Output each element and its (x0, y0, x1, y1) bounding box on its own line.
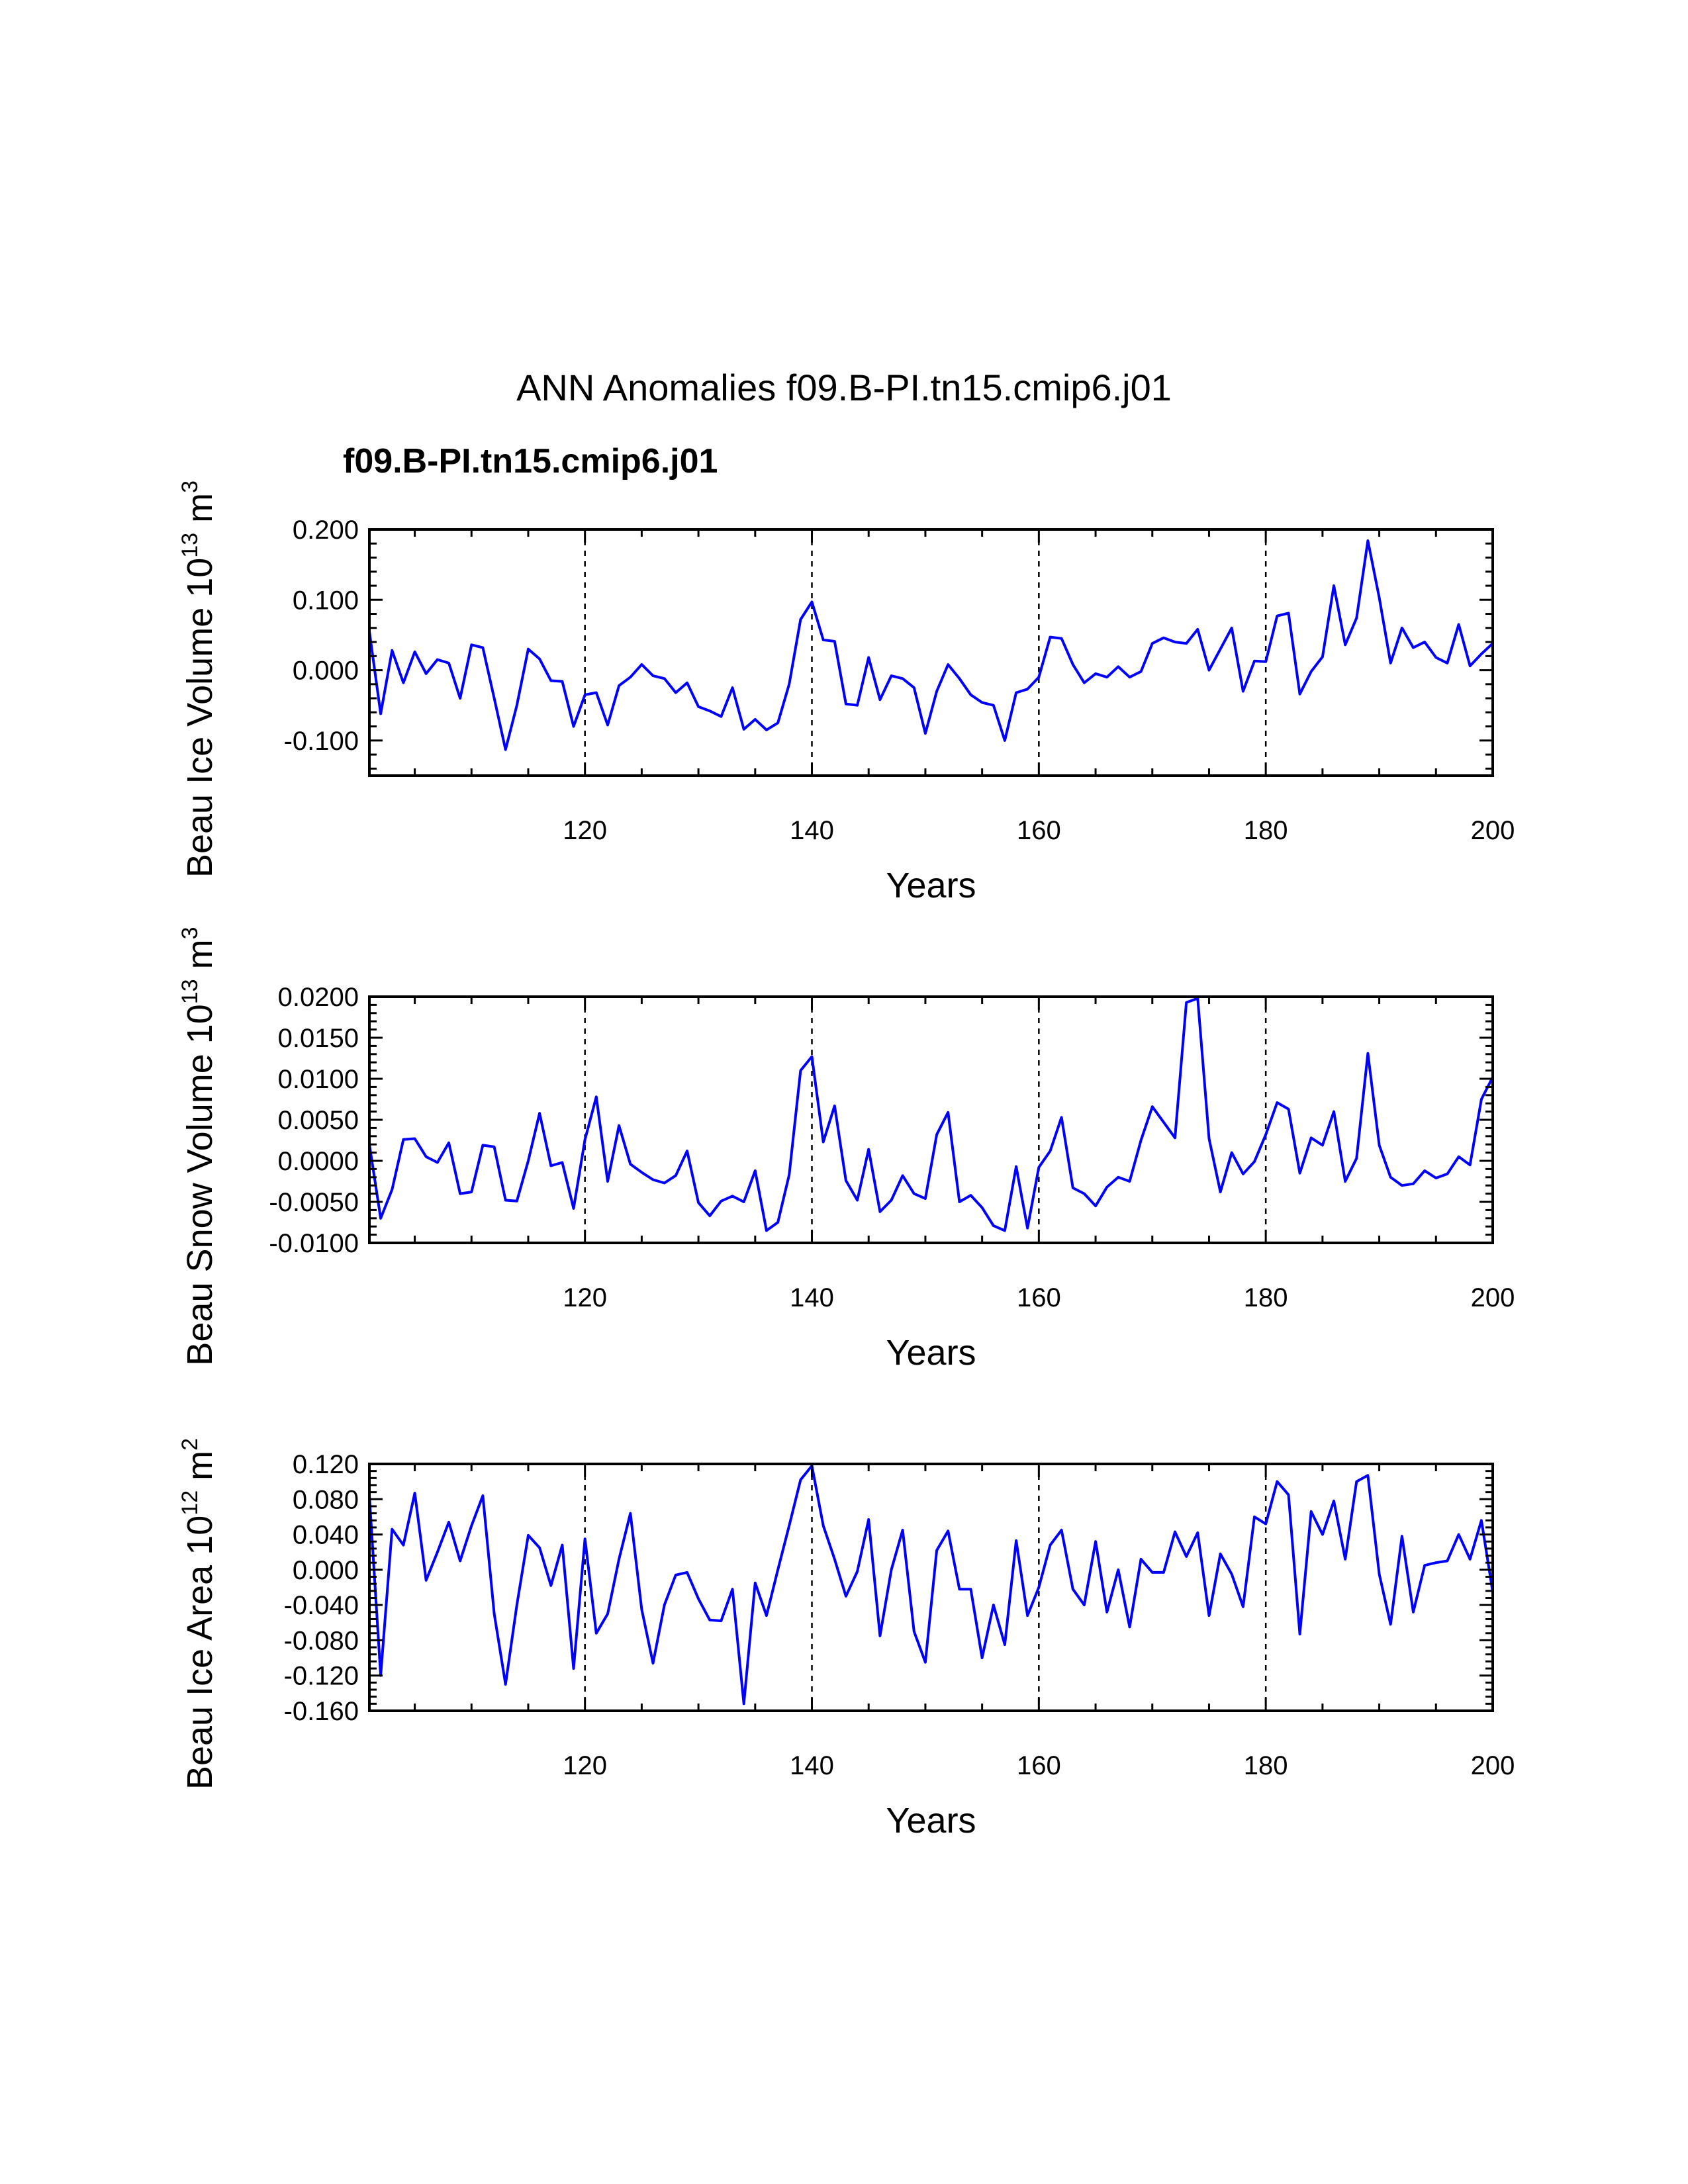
x-tick-label: 140 (790, 816, 834, 845)
y-tick-label: 0.0200 (278, 983, 359, 1012)
y-axis-title-exponent: 13 (177, 533, 203, 558)
y-tick-label: 0.0100 (278, 1065, 359, 1094)
y-axis-title-exponent: 3 (177, 927, 203, 939)
y-tick-label: 0.100 (293, 586, 359, 615)
y-axis-title-part: Beau Ice Volume 10 (180, 558, 220, 878)
y-axis-title-part: m (180, 493, 220, 533)
x-tick-label: 180 (1244, 816, 1288, 845)
x-tick-label: 140 (790, 1283, 834, 1312)
y-axis-title: Beau Ice Volume 1013 m3 (177, 480, 220, 878)
plot-frame (368, 1463, 1494, 1712)
panels-container: 120 140 160 180 200 Years -0.100 0.000 0.100 0.20… (177, 480, 1515, 1841)
plot-frame (368, 528, 1494, 777)
y-axis-title: Beau Ice Area 1012 m2 (177, 1438, 220, 1790)
y-tick-label: 0.0050 (278, 1106, 359, 1135)
x-axis-title: Years (886, 1333, 976, 1373)
y-axis-title: Beau Snow Volume 1013 m3 (177, 927, 220, 1365)
y-tick-label: 0.000 (293, 1556, 359, 1585)
case-label: f09.B-PI.tn15.cmip6.j01 (343, 442, 718, 480)
y-tick-label: 0.080 (293, 1485, 359, 1514)
figure-title: ANN Anomalies f09.B-PI.tn15.cmip6.j01 (516, 367, 1172, 408)
y-tick-label: -0.160 (284, 1697, 359, 1726)
x-tick-label: 160 (1017, 816, 1061, 845)
x-tick-label: 200 (1471, 1283, 1515, 1312)
x-tick-label: 180 (1244, 1751, 1288, 1780)
x-tick-label: 160 (1017, 1751, 1061, 1780)
y-axis-title-part: m (180, 1451, 220, 1490)
y-tick-label: 0.040 (293, 1521, 359, 1550)
y-axis-title-exponent: 13 (177, 979, 203, 1004)
y-tick-label: -0.120 (284, 1662, 359, 1691)
y-tick-label: -0.0100 (269, 1229, 359, 1258)
y-tick-label: -0.100 (284, 727, 359, 756)
y-axis-title-exponent: 12 (177, 1490, 203, 1516)
y-axis-title-exponent: 3 (177, 480, 203, 493)
series-line-ice-volume (368, 539, 1494, 751)
x-tick-label: 200 (1471, 816, 1515, 845)
series-line-snow-volume (368, 997, 1494, 1232)
y-tick-label: 0.000 (293, 657, 359, 686)
x-tick-label: 120 (563, 1751, 607, 1780)
y-tick-label: -0.080 (284, 1626, 359, 1655)
x-tick-label: 160 (1017, 1283, 1061, 1312)
panel-ice-volume: 120 140 160 180 200 Years -0.100 0.000 0.100 0.20… (177, 480, 1515, 905)
y-tick-label: 0.0000 (278, 1147, 359, 1176)
x-tick-label: 200 (1471, 1751, 1515, 1780)
y-tick-label: -0.0050 (269, 1188, 359, 1217)
x-tick-label: 180 (1244, 1283, 1288, 1312)
x-tick-label: 140 (790, 1751, 834, 1780)
x-tick-label: 120 (563, 816, 607, 845)
y-tick-label: -0.040 (284, 1591, 359, 1620)
series-line-ice-area (368, 1464, 1494, 1706)
y-axis-title-part: m (180, 939, 220, 979)
x-axis-title: Years (886, 1801, 976, 1841)
y-tick-label: 0.0150 (278, 1024, 359, 1053)
x-tick-label: 120 (563, 1283, 607, 1312)
y-tick-label: 0.120 (293, 1450, 359, 1479)
panel-snow-volume: 120 140 160 180 200 Years -0.0100 -0.0050 0.0000… (177, 927, 1515, 1373)
y-axis-title-part: Beau Ice Area 10 (180, 1516, 220, 1790)
x-axis-title: Years (886, 866, 976, 905)
y-axis-title-part: Beau Snow Volume 10 (180, 1004, 220, 1365)
panel-ice-area: 120 140 160 180 200 Years -0.160 -0.120 -0.080 -0… (177, 1438, 1515, 1841)
y-axis-title-exponent: 2 (177, 1438, 203, 1451)
y-tick-label: 0.200 (293, 516, 359, 545)
